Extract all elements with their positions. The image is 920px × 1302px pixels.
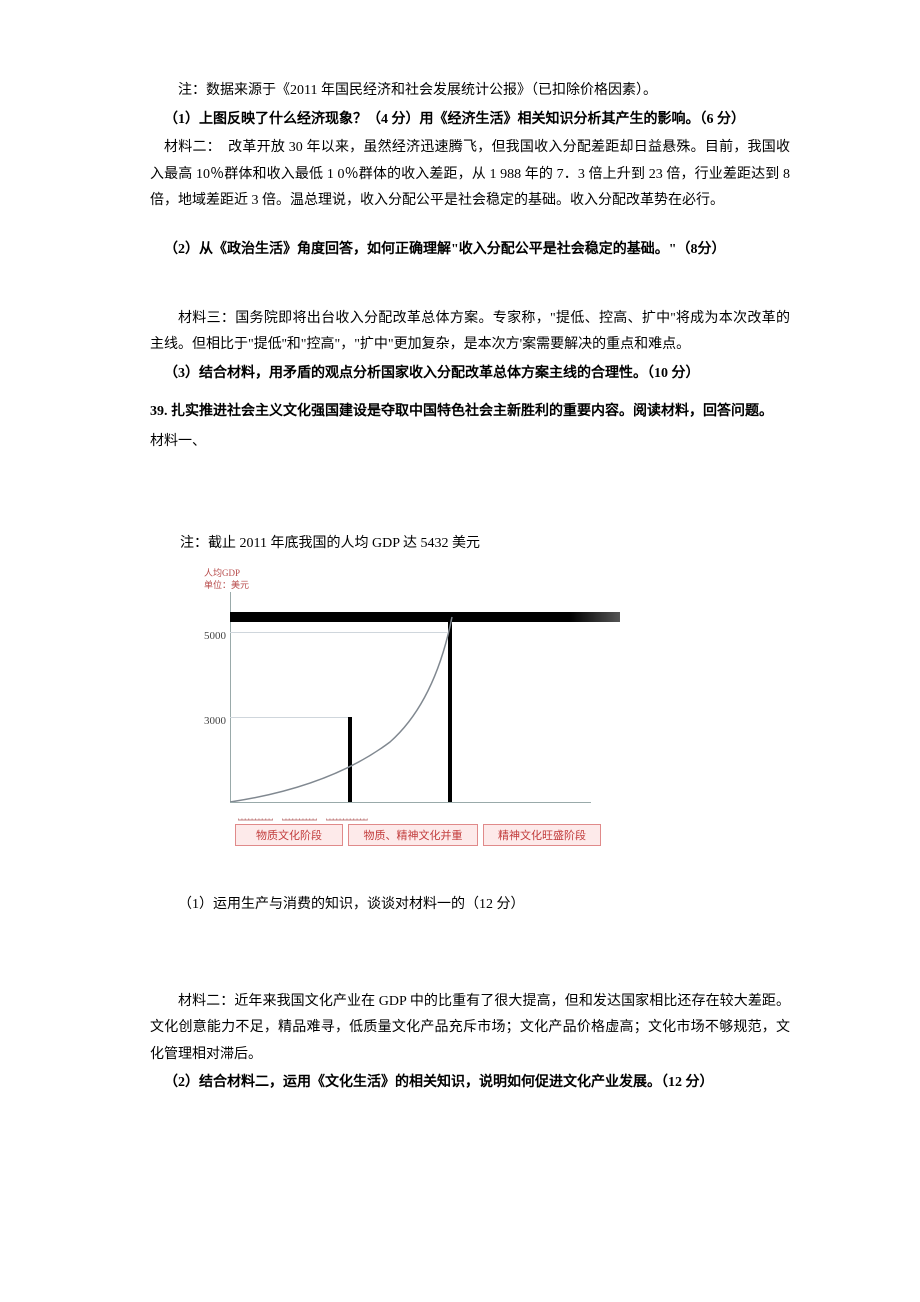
material-2b: 材料二：近年来我国文化产业在 GDP 中的比重有了很大提高，但和发达国家相比还存…: [150, 989, 790, 1069]
question-39-intro: 39. 扎实推进社会主义文化强国建设是夺取中国特色社会主新胜利的重要内容。阅读材…: [150, 397, 790, 426]
question-1-2: （2）从《政治生活》角度回答，如何正确理解"收入分配公平是社会稳定的基础。"（8…: [150, 237, 790, 264]
document-page: 注：数据来源于《2011 年国民经济和社会发展统计公报》（已扣除价格因素）。 （…: [0, 0, 920, 1179]
segment-box-3: 精神文化旺盛阶段: [483, 824, 601, 846]
gdp-curve: [230, 592, 590, 802]
question-2-2: （2）结合材料二，运用《文化生活》的相关知识，说明如何促进文化产业发展。（12 …: [150, 1070, 790, 1097]
gdp-chart: 人均GDP 单位：美元 5000 3000 ⎵⎵⎵⎵⎵⎵⎵⎵⎵⎵ ⎵⎵⎵⎵⎵⎵⎵…: [180, 562, 610, 852]
y-axis-label-1: 人均GDP: [204, 568, 240, 579]
ytick-5000: 5000: [186, 626, 226, 647]
ytick-3000: 3000: [186, 711, 226, 732]
material-3: 材料三：国务院即将出台收入分配改革总体方案。专家称，"提低、控高、扩中''将成为…: [150, 306, 790, 359]
segment-box-2: 物质、精神文化并重: [348, 824, 478, 846]
spacer: [150, 266, 790, 306]
y-axis-label-2: 单位：美元: [204, 580, 249, 591]
question-2-1: （1）运用生产与消费的知识，谈谈对材料一的（12 分）: [150, 892, 790, 919]
question-1-3: （3）结合材料，用矛盾的观点分析国家收入分配改革总体方案主线的合理性。（10 分…: [150, 361, 790, 388]
brace-decor: ⎵⎵⎵⎵⎵⎵⎵⎵⎵⎵ ⎵⎵⎵⎵⎵⎵⎵⎵⎵⎵ ⎵⎵⎵⎵⎵⎵⎵⎵⎵⎵⎵⎵: [238, 805, 367, 826]
spacer: [150, 852, 790, 892]
spacer: [150, 389, 790, 397]
material-1-label: 材料一、: [150, 429, 790, 456]
material-2: 材料二： 改革开放 30 年以来，虽然经济迅速腾飞，但我国收入分配差距却日益悬殊…: [150, 135, 790, 215]
segment-box-1: 物质文化阶段: [235, 824, 343, 846]
spacer: [150, 921, 790, 989]
chart-container: 注：截止 2011 年底我国的人均 GDP 达 5432 美元 人均GDP 单位…: [180, 531, 790, 852]
chart-note: 注：截止 2011 年底我国的人均 GDP 达 5432 美元: [180, 531, 790, 558]
spacer: [150, 217, 790, 237]
question-1-1: （1）上图反映了什么经济现象？（4 分）用《经济生活》相关知识分析其产生的影响。…: [150, 107, 790, 134]
source-note: 注：数据来源于《2011 年国民经济和社会发展统计公报》（已扣除价格因素）。: [150, 78, 790, 105]
spacer: [150, 457, 790, 525]
